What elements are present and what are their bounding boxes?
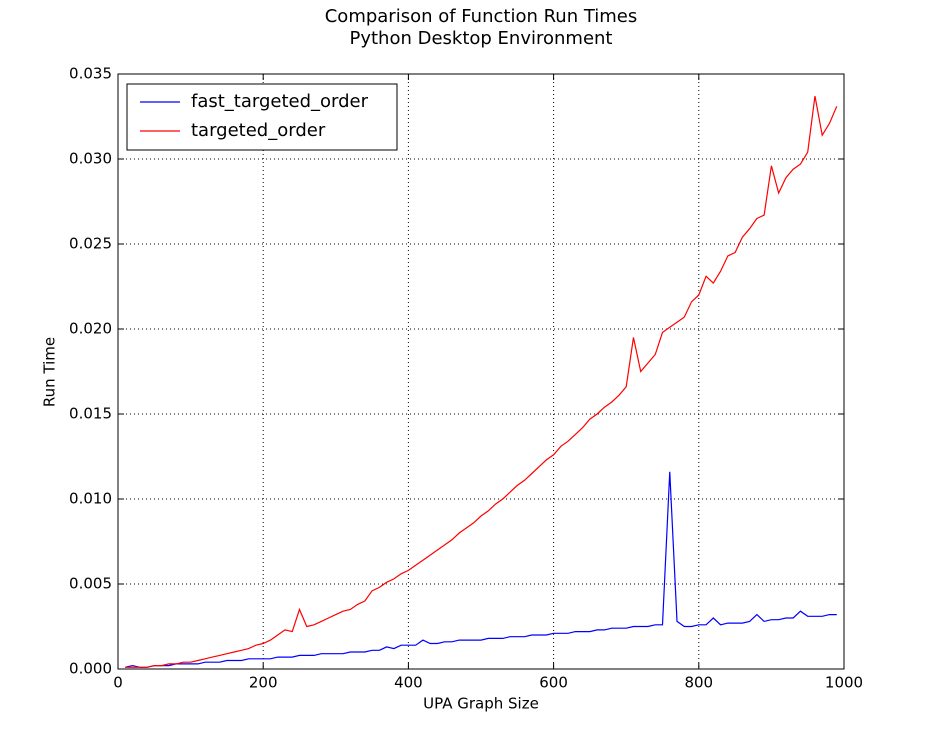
y-tick-label: 0.015 [69, 405, 112, 423]
x-tick-label: 400 [394, 674, 423, 692]
x-tick-label: 1000 [825, 674, 863, 692]
legend-label: fast_targeted_order [191, 91, 369, 112]
legend-box [126, 83, 398, 151]
data-line [125, 471, 837, 668]
x-tick-label: 200 [249, 674, 278, 692]
legend-label: targeted_order [191, 120, 326, 141]
y-tick-label: 0.010 [69, 490, 112, 508]
x-tick-label: 800 [684, 674, 713, 692]
y-axis-label: Run Time [41, 337, 59, 407]
chart-subtitle: Python Desktop Environment [349, 28, 612, 49]
x-tick-label: 0 [113, 674, 123, 692]
y-tick-label: 0.025 [69, 235, 112, 253]
y-tick-label: 0.035 [69, 65, 112, 83]
y-tick-label: 0.030 [69, 150, 112, 168]
y-tick-label: 0.020 [69, 320, 112, 338]
y-tick-label: 0.000 [69, 660, 112, 678]
data-line [125, 95, 838, 668]
x-tick-label: 600 [539, 674, 568, 692]
y-tick-label: 0.005 [69, 575, 112, 593]
plot-frame [117, 73, 845, 670]
chart-title: Comparison of Function Run Times [325, 6, 638, 27]
x-axis-label: UPA Graph Size [423, 695, 539, 713]
